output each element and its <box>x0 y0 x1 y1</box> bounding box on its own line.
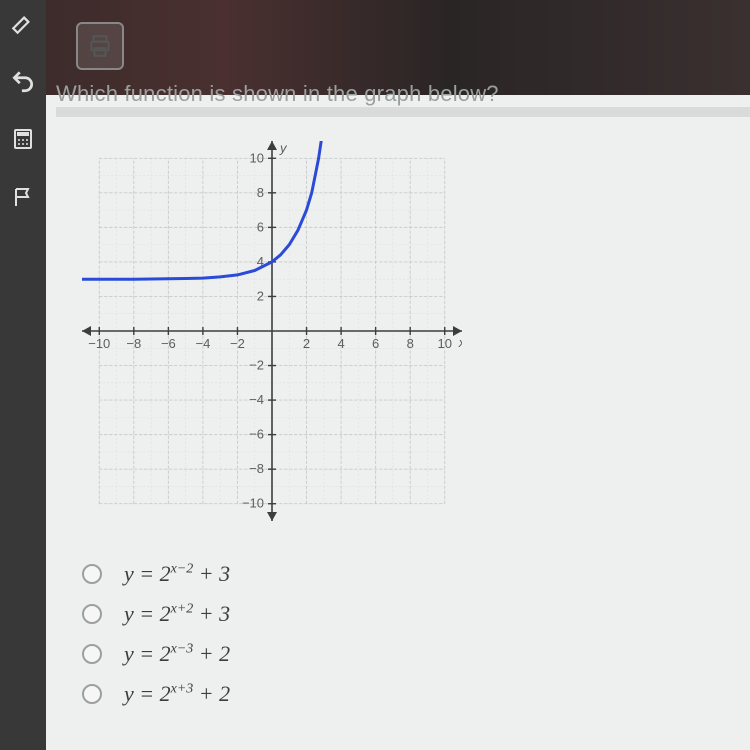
svg-text:−2: −2 <box>230 336 245 351</box>
print-button[interactable] <box>76 22 124 70</box>
radio-a[interactable] <box>82 564 102 584</box>
svg-text:−4: −4 <box>195 336 210 351</box>
svg-text:−4: −4 <box>249 392 264 407</box>
function-chart: −10−10−8−8−6−6−4−4−2−2224466881010xy <box>82 141 462 521</box>
question-panel: Which function is shown in the graph bel… <box>46 95 750 750</box>
question-text: Which function is shown in the graph bel… <box>56 81 499 107</box>
crop-edge <box>56 107 750 117</box>
highlighter-icon[interactable] <box>8 8 38 38</box>
svg-text:−8: −8 <box>249 461 264 476</box>
svg-text:−10: −10 <box>242 496 264 511</box>
svg-text:−8: −8 <box>126 336 141 351</box>
svg-text:10: 10 <box>250 150 264 165</box>
svg-text:6: 6 <box>372 336 379 351</box>
option-a-formula: y = 2x−2 + 3 <box>124 561 230 587</box>
radio-b[interactable] <box>82 604 102 624</box>
svg-text:−6: −6 <box>161 336 176 351</box>
answer-option-c[interactable]: y = 2x−3 + 2 <box>82 641 230 667</box>
svg-text:y: y <box>279 141 288 155</box>
option-d-formula: y = 2x+3 + 2 <box>124 681 230 707</box>
svg-text:8: 8 <box>257 185 264 200</box>
svg-text:−2: −2 <box>249 358 264 373</box>
flag-icon[interactable] <box>8 182 38 212</box>
answer-option-b[interactable]: y = 2x+2 + 3 <box>82 601 230 627</box>
print-icon <box>87 33 113 59</box>
radio-c[interactable] <box>82 644 102 664</box>
option-b-formula: y = 2x+2 + 3 <box>124 601 230 627</box>
svg-text:2: 2 <box>303 336 310 351</box>
option-c-formula: y = 2x−3 + 2 <box>124 641 230 667</box>
svg-text:4: 4 <box>337 336 344 351</box>
svg-text:6: 6 <box>257 219 264 234</box>
svg-text:x: x <box>458 335 462 350</box>
answer-options: y = 2x−2 + 3 y = 2x+2 + 3 y = 2x−3 + 2 y… <box>82 561 230 721</box>
tool-sidebar <box>0 0 46 750</box>
undo-icon[interactable] <box>8 66 38 96</box>
svg-text:10: 10 <box>437 336 451 351</box>
radio-d[interactable] <box>82 684 102 704</box>
svg-text:−6: −6 <box>249 427 264 442</box>
svg-text:2: 2 <box>257 288 264 303</box>
answer-option-a[interactable]: y = 2x−2 + 3 <box>82 561 230 587</box>
answer-option-d[interactable]: y = 2x+3 + 2 <box>82 681 230 707</box>
svg-text:8: 8 <box>407 336 414 351</box>
svg-text:−10: −10 <box>88 336 110 351</box>
calculator-icon[interactable] <box>8 124 38 154</box>
